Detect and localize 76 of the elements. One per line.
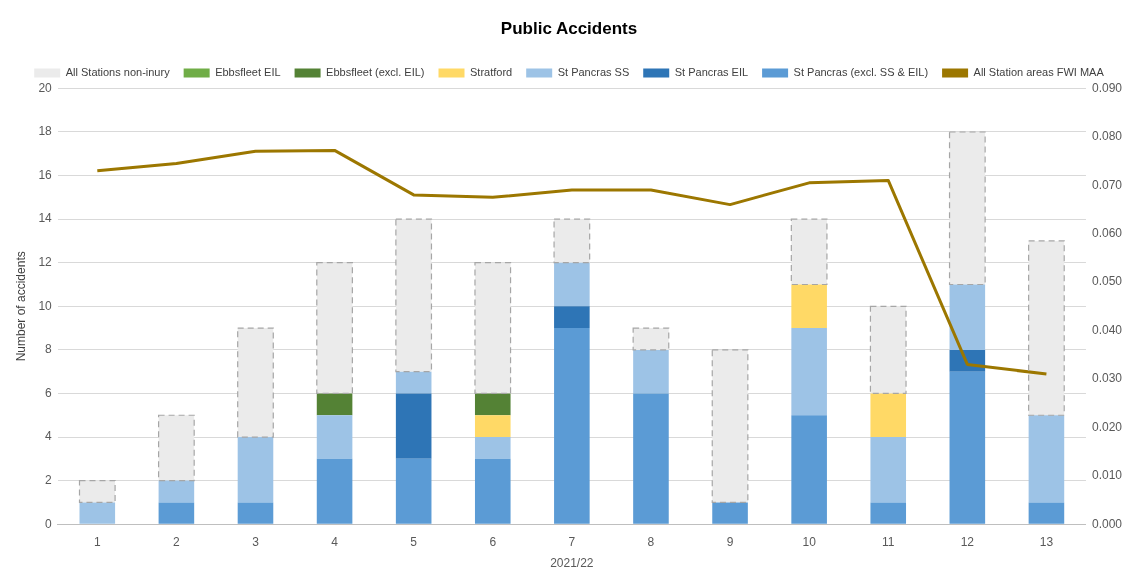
y-tick-label: 2 xyxy=(45,472,53,487)
x-tick-label: 7 xyxy=(568,534,576,549)
y2-tick-label: 0.000 xyxy=(1091,516,1123,531)
chart-title: Public Accidents xyxy=(500,18,638,38)
bar xyxy=(554,306,590,329)
legend-label: St Pancras EIL xyxy=(674,65,749,78)
x-tick-label: 4 xyxy=(331,534,339,549)
bar xyxy=(474,458,511,524)
legend-label: St Pancras (excl. SS & EIL) xyxy=(793,65,929,78)
y-tick-label: 18 xyxy=(38,124,53,139)
x-tick-label: 10 xyxy=(802,534,817,549)
bar xyxy=(474,393,511,416)
bar xyxy=(554,262,590,307)
bar xyxy=(791,328,827,416)
y2-tick-label: 0.090 xyxy=(1091,80,1123,95)
bar xyxy=(158,480,195,503)
x-tick-label: 5 xyxy=(410,534,418,549)
x-tick-label: 8 xyxy=(647,534,655,549)
y2-tick-label: 0.060 xyxy=(1091,225,1123,240)
y-axis-title: Number of accidents xyxy=(13,251,28,362)
y2-tick-label: 0.070 xyxy=(1091,177,1123,192)
bar xyxy=(633,393,669,524)
bar xyxy=(870,393,907,438)
x-tick-label: 11 xyxy=(882,534,895,549)
legend-label: All Station areas FWI MAA xyxy=(973,65,1105,78)
bar xyxy=(316,458,353,524)
y2-tick-label: 0.080 xyxy=(1091,129,1123,144)
y-tick-label: 0 xyxy=(45,516,53,531)
y-tick-label: 10 xyxy=(38,298,53,313)
x-tick-label: 13 xyxy=(1039,534,1054,549)
bar xyxy=(237,502,274,524)
y-tick-label: 6 xyxy=(45,385,53,400)
bar xyxy=(158,502,195,524)
y-tick-label: 4 xyxy=(45,429,53,444)
y2-tick-label: 0.050 xyxy=(1091,274,1123,289)
bar xyxy=(237,437,274,503)
bar xyxy=(79,502,116,524)
bar xyxy=(1028,415,1065,503)
legend-label: Ebbsfleet (excl. EIL) xyxy=(326,65,425,78)
bar xyxy=(633,349,669,394)
bar xyxy=(395,371,432,394)
bar xyxy=(791,284,827,329)
legend-label: St Pancras SS xyxy=(557,65,630,78)
y-tick-label: 14 xyxy=(38,211,53,226)
bar xyxy=(1028,502,1065,524)
y2-tick-label: 0.020 xyxy=(1091,419,1123,434)
bar xyxy=(949,284,986,350)
bar xyxy=(395,458,432,524)
bar xyxy=(712,502,748,524)
legend-label: Stratford xyxy=(470,65,513,78)
x-axis-title: 2021/22 xyxy=(550,556,594,571)
y2-tick-label: 0.040 xyxy=(1091,322,1123,337)
x-tick-label: 12 xyxy=(960,534,975,549)
legend-label: Ebbsfleet EIL xyxy=(215,65,281,78)
bar xyxy=(316,393,353,416)
bar xyxy=(316,415,353,459)
legend-label: All Stations non-inury xyxy=(65,65,171,78)
x-tick-label: 2 xyxy=(173,534,181,549)
bar xyxy=(395,393,432,459)
y-tick-label: 12 xyxy=(38,255,53,270)
x-tick-label: 3 xyxy=(252,534,260,549)
y2-tick-label: 0.010 xyxy=(1091,468,1123,483)
x-tick-label: 1 xyxy=(93,534,101,549)
bar xyxy=(870,437,907,503)
bar xyxy=(949,371,986,524)
bar xyxy=(791,415,827,524)
y-tick-label: 8 xyxy=(45,342,53,357)
bar xyxy=(554,328,590,524)
bar xyxy=(474,415,511,438)
y-tick-label: 16 xyxy=(38,167,53,182)
bar xyxy=(474,437,511,459)
x-tick-label: 9 xyxy=(726,534,734,549)
y2-tick-label: 0.030 xyxy=(1091,371,1123,386)
y-tick-label: 20 xyxy=(38,80,53,95)
x-tick-label: 6 xyxy=(489,534,497,549)
bar xyxy=(870,502,907,524)
